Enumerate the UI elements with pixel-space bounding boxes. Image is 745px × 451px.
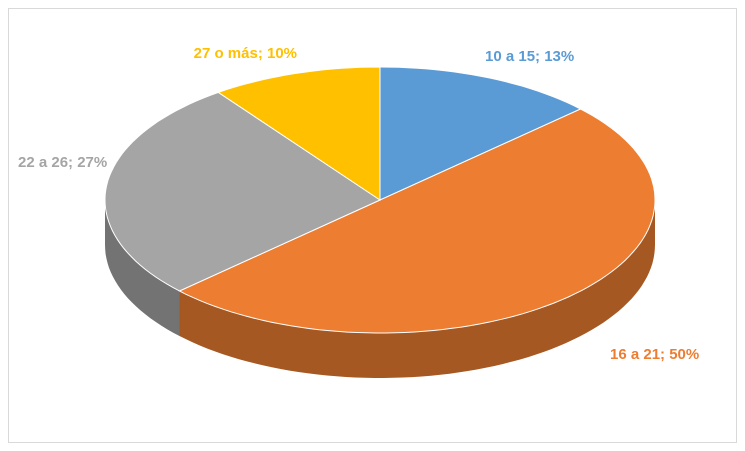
data-label: 27 o más; 10% [194,45,297,62]
slice-side [105,200,180,336]
slice-side [179,200,655,378]
data-label: 10 a 15; 13% [485,48,574,65]
slice [178,108,656,334]
slice [217,66,381,201]
data-label: 16 a 21; 50% [610,346,699,363]
slice [104,91,382,292]
data-label: 22 a 26; 27% [18,154,107,171]
slice [379,66,582,201]
